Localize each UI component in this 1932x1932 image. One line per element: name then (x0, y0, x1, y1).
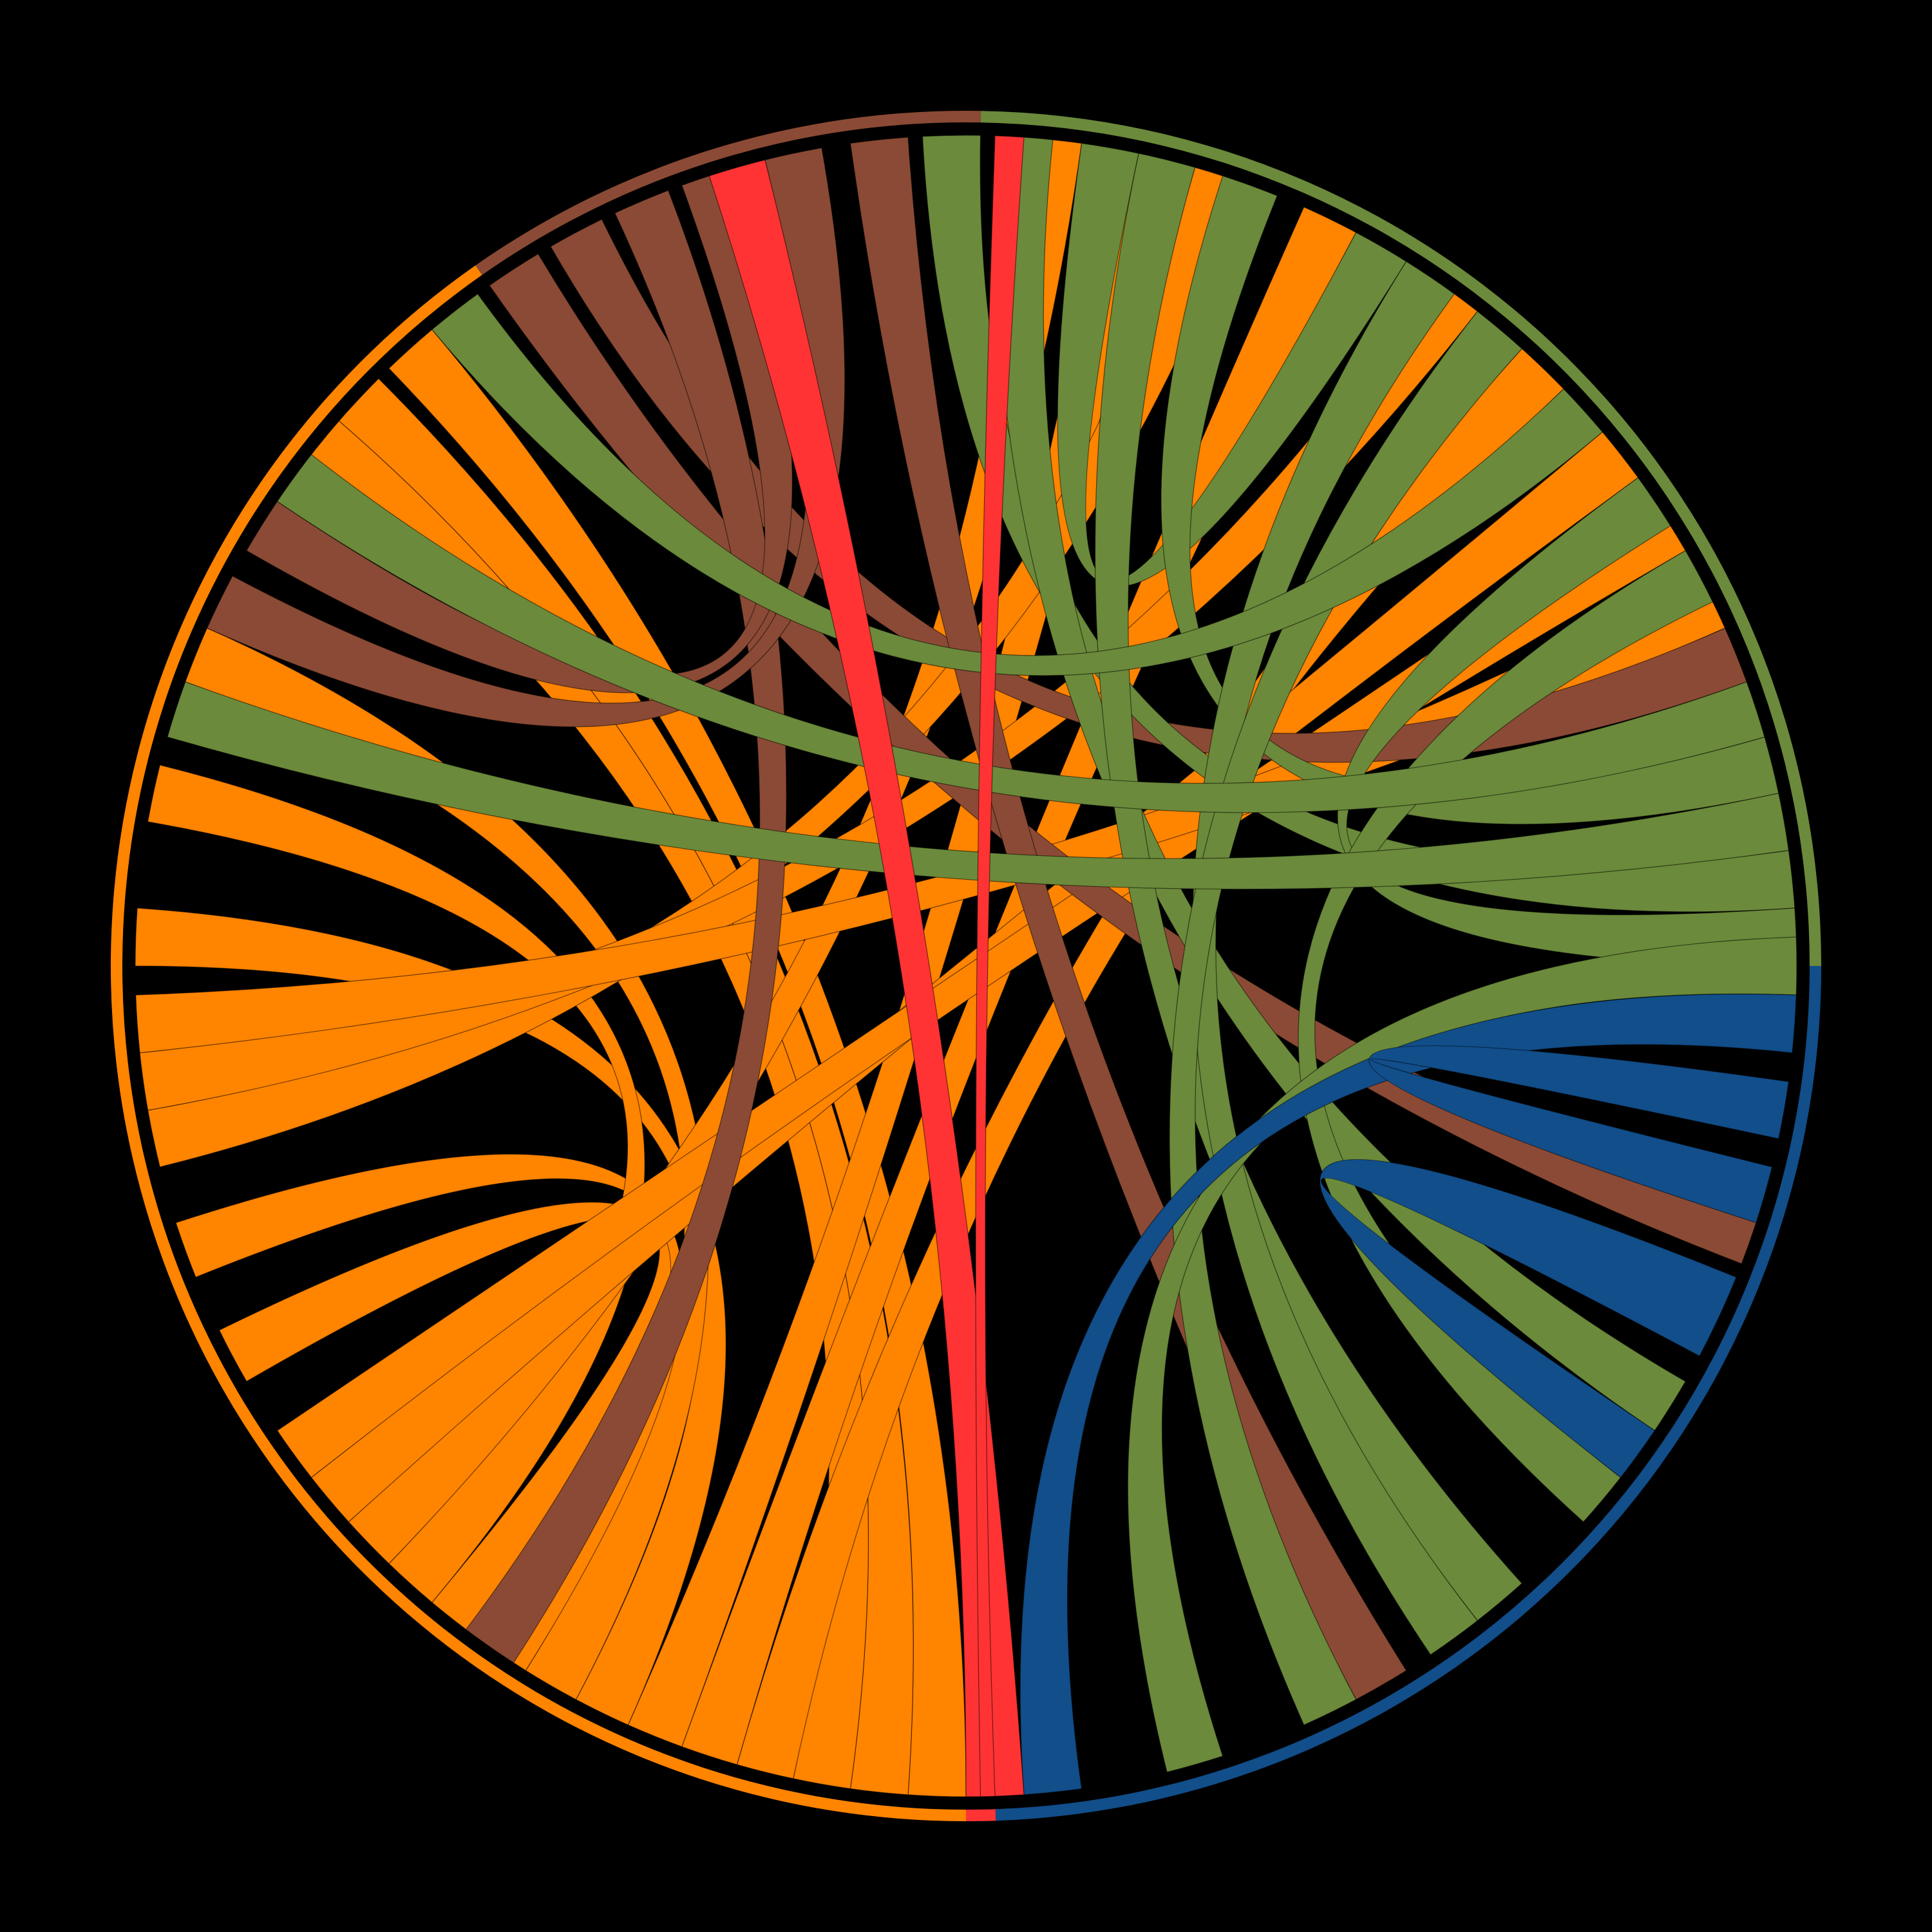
chord-ribbon (1368, 1045, 1790, 1224)
group-arc-layer (111, 110, 1821, 1822)
chord-ribbon (975, 135, 1025, 1797)
chord-ribbon (167, 681, 1790, 890)
group-arc-red (966, 1809, 996, 1821)
chord-ribbon (1057, 142, 1407, 587)
ribbon-layer (135, 135, 1797, 1797)
chord-ribbon (1094, 153, 1523, 1622)
chord-ribbon (1337, 477, 1797, 967)
chord-ribbon (993, 135, 1686, 1432)
chord-ribbon (1319, 1159, 1737, 1479)
chord-ribbon (431, 293, 1604, 676)
chord-ribbon (708, 159, 1025, 1797)
chord-ribbon (849, 137, 1407, 1700)
chord-ribbon (681, 206, 1357, 1765)
chord-ribbon (276, 453, 1765, 813)
